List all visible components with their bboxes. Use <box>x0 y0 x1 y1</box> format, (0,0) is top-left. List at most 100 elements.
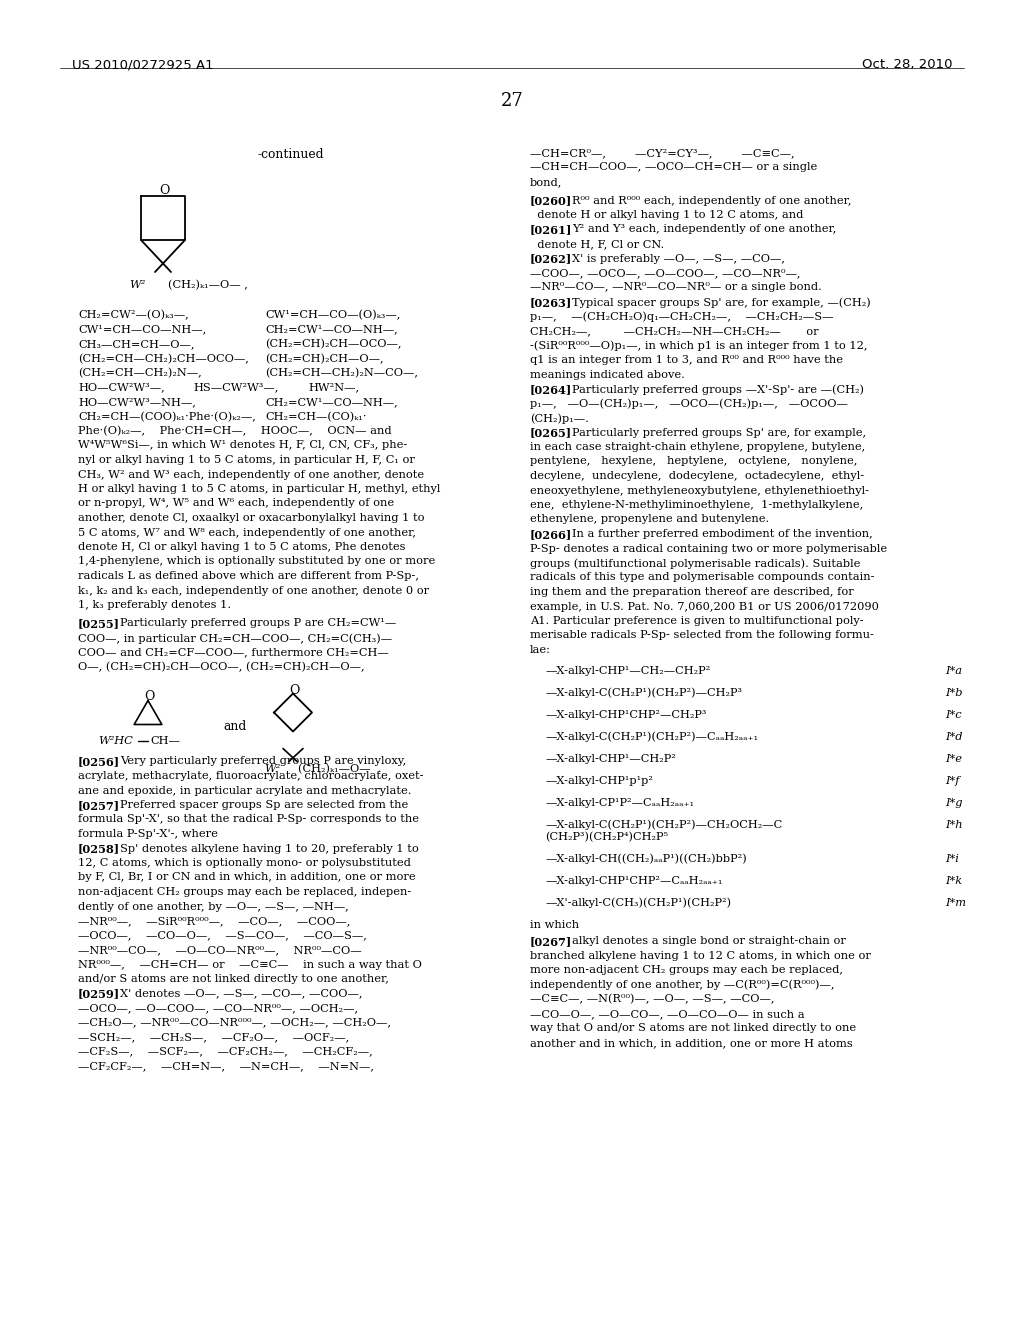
Text: —SCH₂—,    —CH₂S—,    —CF₂O—,    —OCF₂—,: —SCH₂—, —CH₂S—, —CF₂O—, —OCF₂—, <box>78 1032 349 1041</box>
Text: [0264]: [0264] <box>530 384 572 395</box>
Text: CH₃—CH=CH—O—,: CH₃—CH=CH—O—, <box>78 339 195 348</box>
Text: W²HC: W²HC <box>98 737 133 747</box>
Text: I*g: I*g <box>945 797 963 808</box>
Text: X' is preferably —O—, —S—, —CO—,: X' is preferably —O—, —S—, —CO—, <box>572 253 785 264</box>
Text: another and in which, in addition, one or more H atoms: another and in which, in addition, one o… <box>530 1038 853 1048</box>
Text: HS—CW²W³—,: HS—CW²W³—, <box>193 383 279 392</box>
Text: COO—, in particular CH₂=CH—COO—, CH₂=C(CH₃)—: COO—, in particular CH₂=CH—COO—, CH₂=C(C… <box>78 634 392 644</box>
Text: (CH₂=CH—CH₂)₂N—,: (CH₂=CH—CH₂)₂N—, <box>78 368 202 379</box>
Text: [0266]: [0266] <box>530 529 572 540</box>
Text: Very particularly preferred groups P are vinyloxy,: Very particularly preferred groups P are… <box>120 756 407 767</box>
Text: dently of one another, by —O—, —S—, —NH—,: dently of one another, by —O—, —S—, —NH—… <box>78 902 349 912</box>
Text: denote H or alkyl having 1 to 12 C atoms, and: denote H or alkyl having 1 to 12 C atoms… <box>530 210 804 220</box>
Text: R⁰⁰ and R⁰⁰⁰ each, independently of one another,: R⁰⁰ and R⁰⁰⁰ each, independently of one … <box>572 195 852 206</box>
Text: O: O <box>144 690 155 704</box>
Text: (CH₂)ₖ₁—O— ,: (CH₂)ₖ₁—O— , <box>168 280 248 290</box>
Text: H or alkyl having 1 to 5 C atoms, in particular H, methyl, ethyl: H or alkyl having 1 to 5 C atoms, in par… <box>78 484 440 494</box>
Text: acrylate, methacrylate, fluoroacrylate, chloroacrylate, oxet-: acrylate, methacrylate, fluoroacrylate, … <box>78 771 424 781</box>
Text: (CH₂=CH)₂CH—O—,: (CH₂=CH)₂CH—O—, <box>265 354 384 364</box>
Text: Preferred spacer groups Sp are selected from the: Preferred spacer groups Sp are selected … <box>120 800 409 810</box>
Text: denote H, Cl or alkyl having 1 to 5 C atoms, Phe denotes: denote H, Cl or alkyl having 1 to 5 C at… <box>78 543 406 552</box>
Text: I*c: I*c <box>945 710 962 719</box>
Text: eneoxyethylene, methyleneoxybutylene, ethylenethioethyl-: eneoxyethylene, methyleneoxybutylene, et… <box>530 486 869 495</box>
Text: W²: W² <box>264 763 281 774</box>
Text: independently of one another, by —C(R⁰⁰)=C(R⁰⁰⁰)—,: independently of one another, by —C(R⁰⁰)… <box>530 979 835 990</box>
Text: ene,  ethylene-N-methyliminoethylene,  1-methylalkylene,: ene, ethylene-N-methyliminoethylene, 1-m… <box>530 500 863 510</box>
Text: q1 is an integer from 1 to 3, and R⁰⁰ and R⁰⁰⁰ have the: q1 is an integer from 1 to 3, and R⁰⁰ an… <box>530 355 843 366</box>
Text: -continued: -continued <box>258 148 325 161</box>
Text: -(SiR⁰⁰R⁰⁰⁰—O)p₁—, in which p1 is an integer from 1 to 12,: -(SiR⁰⁰R⁰⁰⁰—O)p₁—, in which p1 is an int… <box>530 341 867 351</box>
Text: Sp' denotes alkylene having 1 to 20, preferably 1 to: Sp' denotes alkylene having 1 to 20, pre… <box>120 843 419 854</box>
Text: Particularly preferred groups Sp' are, for example,: Particularly preferred groups Sp' are, f… <box>572 428 866 437</box>
Text: W²: W² <box>129 280 145 290</box>
Text: NR⁰⁰⁰—,    —CH=CH— or    —C≡C—    in such a way that O: NR⁰⁰⁰—, —CH=CH— or —C≡C— in such a way t… <box>78 960 422 969</box>
Text: groups (multifunctional polymerisable radicals). Suitable: groups (multifunctional polymerisable ra… <box>530 558 860 569</box>
Text: —CH=CR⁰—,        —CY²=CY³—,        —C≡C—,: —CH=CR⁰—, —CY²=CY³—, —C≡C—, <box>530 148 795 158</box>
Text: another, denote Cl, oxaalkyl or oxacarbonylalkyl having 1 to: another, denote Cl, oxaalkyl or oxacarbo… <box>78 513 425 523</box>
Text: [0265]: [0265] <box>530 428 572 438</box>
Text: p₁—,   —O—(CH₂)p₁—,   —OCO—(CH₂)p₁—,   —OCOO—: p₁—, —O—(CH₂)p₁—, —OCO—(CH₂)p₁—, —OCOO— <box>530 399 848 409</box>
Text: —NR⁰—CO—, —NR⁰—CO—NR⁰— or a single bond.: —NR⁰—CO—, —NR⁰—CO—NR⁰— or a single bond. <box>530 282 822 293</box>
Text: branched alkylene having 1 to 12 C atoms, in which one or: branched alkylene having 1 to 12 C atoms… <box>530 950 870 961</box>
Text: CH₂CH₂—,         —CH₂CH₂—NH—CH₂CH₂—       or: CH₂CH₂—, —CH₂CH₂—NH—CH₂CH₂— or <box>530 326 818 337</box>
Text: —CF₂CF₂—,    —CH=N—,    —N=CH—,    —N=N—,: —CF₂CF₂—, —CH=N—, —N=CH—, —N=N—, <box>78 1061 374 1071</box>
Text: [0262]: [0262] <box>530 253 572 264</box>
Text: [0263]: [0263] <box>530 297 572 308</box>
Text: Y² and Y³ each, independently of one another,: Y² and Y³ each, independently of one ano… <box>572 224 837 235</box>
Text: Particularly preferred groups P are CH₂=CW¹—: Particularly preferred groups P are CH₂=… <box>120 619 396 628</box>
Text: —X-alkyl-C(CH₂P¹)(CH₂P²)—CH₂P³: —X-alkyl-C(CH₂P¹)(CH₂P²)—CH₂P³ <box>545 688 742 698</box>
Text: O: O <box>289 684 299 697</box>
Text: ethenylene, propenylene and butenylene.: ethenylene, propenylene and butenylene. <box>530 515 769 524</box>
Text: non-adjacent CH₂ groups may each be replaced, indepen-: non-adjacent CH₂ groups may each be repl… <box>78 887 412 898</box>
Text: HW²N—,: HW²N—, <box>308 383 359 392</box>
Text: —X-alkyl-CP¹P²—CₐₐH₂ₐₐ₊₁: —X-alkyl-CP¹P²—CₐₐH₂ₐₐ₊₁ <box>545 797 694 808</box>
Text: way that O and/or S atoms are not linked directly to one: way that O and/or S atoms are not linked… <box>530 1023 856 1034</box>
Text: [0258]: [0258] <box>78 843 120 854</box>
Text: —OCO—,    —CO—O—,    —S—CO—,    —CO—S—,: —OCO—, —CO—O—, —S—CO—, —CO—S—, <box>78 931 367 940</box>
Text: CH—: CH— <box>150 737 180 747</box>
Text: Particularly preferred groups —X'-Sp'- are —(CH₂): Particularly preferred groups —X'-Sp'- a… <box>572 384 864 395</box>
Text: A1. Particular preference is given to multifunctional poly-: A1. Particular preference is given to mu… <box>530 616 863 626</box>
Text: (CH₂)p₁—.: (CH₂)p₁—. <box>530 413 589 424</box>
Text: more non-adjacent CH₂ groups may each be replaced,: more non-adjacent CH₂ groups may each be… <box>530 965 843 975</box>
Text: —C≡C—, —N(R⁰⁰)—, —O—, —S—, —CO—,: —C≡C—, —N(R⁰⁰)—, —O—, —S—, —CO—, <box>530 994 774 1005</box>
Text: (CH₂=CH—CH₂)₂N—CO—,: (CH₂=CH—CH₂)₂N—CO—, <box>265 368 418 379</box>
Text: —CH=CH—COO—, —OCO—CH=CH— or a single: —CH=CH—COO—, —OCO—CH=CH— or a single <box>530 162 817 173</box>
Text: —X-alkyl-CHP¹CHP²—CH₂P³: —X-alkyl-CHP¹CHP²—CH₂P³ <box>545 710 707 719</box>
Text: I*h: I*h <box>945 820 963 829</box>
Text: and/or S atoms are not linked directly to one another,: and/or S atoms are not linked directly t… <box>78 974 389 983</box>
Text: [0256]: [0256] <box>78 756 120 767</box>
Text: W⁴W⁵W⁶Si—, in which W¹ denotes H, F, Cl, CN, CF₃, phe-: W⁴W⁵W⁶Si—, in which W¹ denotes H, F, Cl,… <box>78 441 408 450</box>
Text: I*d: I*d <box>945 731 963 742</box>
Text: Oct. 28, 2010: Oct. 28, 2010 <box>861 58 952 71</box>
Text: radicals of this type and polymerisable compounds contain-: radicals of this type and polymerisable … <box>530 573 874 582</box>
Text: I*e: I*e <box>945 754 962 763</box>
Text: nyl or alkyl having 1 to 5 C atoms, in particular H, F, C₁ or: nyl or alkyl having 1 to 5 C atoms, in p… <box>78 455 415 465</box>
Text: O—, (CH₂=CH)₂CH—OCO—, (CH₂=CH)₂CH—O—,: O—, (CH₂=CH)₂CH—OCO—, (CH₂=CH)₂CH—O—, <box>78 663 365 672</box>
Text: —NR⁰⁰—CO—,    —O—CO—NR⁰⁰—,    NR⁰⁰—CO—: —NR⁰⁰—CO—, —O—CO—NR⁰⁰—, NR⁰⁰—CO— <box>78 945 361 954</box>
Text: I*a: I*a <box>945 665 962 676</box>
Text: —X-alkyl-CHP¹—CH₂P²: —X-alkyl-CHP¹—CH₂P² <box>545 754 676 763</box>
Text: (CH₂P³)(CH₂P⁴)CH₂P⁵: (CH₂P³)(CH₂P⁴)CH₂P⁵ <box>545 832 668 842</box>
Text: and: and <box>223 721 246 734</box>
Text: CH₂=CH—(COO)ₖ₁·Phe·(O)ₖ₂—,: CH₂=CH—(COO)ₖ₁·Phe·(O)ₖ₂—, <box>78 412 256 422</box>
Text: [0267]: [0267] <box>530 936 572 948</box>
Text: —CF₂S—,    —SCF₂—,    —CF₂CH₂—,    —CH₂CF₂—,: —CF₂S—, —SCF₂—, —CF₂CH₂—, —CH₂CF₂—, <box>78 1047 373 1056</box>
Text: formula Sp'-X', so that the radical P-Sp- corresponds to the: formula Sp'-X', so that the radical P-Sp… <box>78 814 419 825</box>
Text: (CH₂)ₖ₁—O—  .: (CH₂)ₖ₁—O— . <box>298 763 382 774</box>
Text: CH₂=CH—(CO)ₖ₁·: CH₂=CH—(CO)ₖ₁· <box>265 412 367 422</box>
Text: Typical spacer groups Sp' are, for example, —(CH₂): Typical spacer groups Sp' are, for examp… <box>572 297 870 308</box>
Text: k₁, k₂ and k₃ each, independently of one another, denote 0 or: k₁, k₂ and k₃ each, independently of one… <box>78 586 429 595</box>
Text: I*i: I*i <box>945 854 958 863</box>
Text: HO—CW²W³—,: HO—CW²W³—, <box>78 383 165 392</box>
Text: example, in U.S. Pat. No. 7,060,200 B1 or US 2006/0172090: example, in U.S. Pat. No. 7,060,200 B1 o… <box>530 602 879 611</box>
Text: CW¹=CH—CO—(O)ₖ₃—,: CW¹=CH—CO—(O)ₖ₃—, <box>265 310 400 321</box>
Text: denote H, F, Cl or CN.: denote H, F, Cl or CN. <box>530 239 665 249</box>
Text: Phe·(O)ₖ₂—,    Phe·CH=CH—,    HOOC—,    OCN— and: Phe·(O)ₖ₂—, Phe·CH=CH—, HOOC—, OCN— and <box>78 426 391 437</box>
Text: In a further preferred embodiment of the invention,: In a further preferred embodiment of the… <box>572 529 872 539</box>
Text: —X-alkyl-CHP¹CHP²—CₐₐH₂ₐₐ₊₁: —X-alkyl-CHP¹CHP²—CₐₐH₂ₐₐ₊₁ <box>545 876 723 886</box>
Text: I*m: I*m <box>945 898 966 908</box>
Text: [0260]: [0260] <box>530 195 572 206</box>
Text: p₁—,    —(CH₂CH₂O)q₁—CH₂CH₂—,    —CH₂CH₂—S—: p₁—, —(CH₂CH₂O)q₁—CH₂CH₂—, —CH₂CH₂—S— <box>530 312 834 322</box>
Text: 1, k₃ preferably denotes 1.: 1, k₃ preferably denotes 1. <box>78 601 231 610</box>
